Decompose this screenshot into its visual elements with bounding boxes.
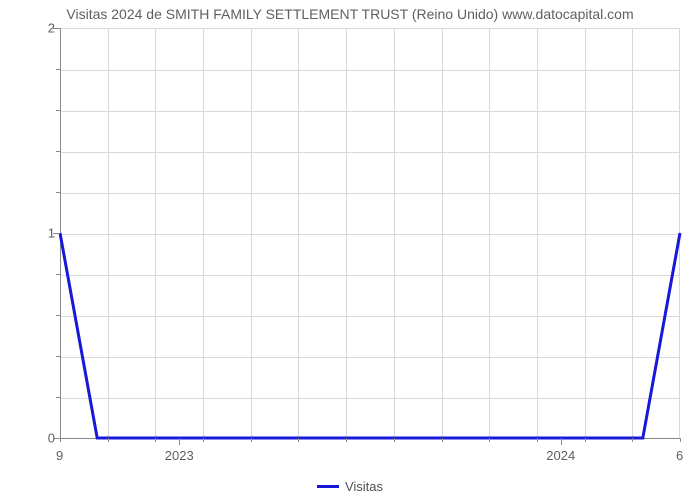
x-minor-tick [108, 438, 109, 442]
x-corner-right-label: 6 [676, 448, 683, 463]
x-minor-tick [537, 438, 538, 442]
x-major-tick [179, 438, 180, 445]
y-tick-label: 1 [35, 226, 55, 241]
x-minor-tick [585, 438, 586, 442]
x-minor-tick [394, 438, 395, 442]
y-major-tick [53, 438, 60, 439]
legend-label: Visitas [345, 479, 383, 494]
y-minor-tick [56, 397, 60, 398]
data-series-line [60, 28, 680, 438]
y-major-tick [53, 233, 60, 234]
y-minor-tick [56, 69, 60, 70]
y-minor-tick [56, 110, 60, 111]
y-minor-tick [56, 192, 60, 193]
x-minor-tick [346, 438, 347, 442]
x-minor-tick [251, 438, 252, 442]
x-corner-left-label: 9 [56, 448, 63, 463]
x-major-tick [561, 438, 562, 445]
x-minor-tick [442, 438, 443, 442]
chart-title: Visitas 2024 de SMITH FAMILY SETTLEMENT … [0, 6, 700, 22]
series-polyline [60, 233, 680, 438]
legend: Visitas [0, 479, 700, 494]
x-minor-tick [632, 438, 633, 442]
y-tick-label: 0 [35, 431, 55, 446]
x-tick-label: 2024 [546, 448, 575, 463]
x-minor-tick [298, 438, 299, 442]
x-minor-tick [203, 438, 204, 442]
x-tick-label: 2023 [165, 448, 194, 463]
x-minor-tick [155, 438, 156, 442]
x-minor-tick [489, 438, 490, 442]
y-tick-label: 2 [35, 21, 55, 36]
y-minor-tick [56, 315, 60, 316]
y-minor-tick [56, 274, 60, 275]
x-minor-tick [60, 438, 61, 442]
y-minor-tick [56, 151, 60, 152]
y-minor-tick [56, 356, 60, 357]
legend-swatch [317, 485, 339, 488]
y-major-tick [53, 28, 60, 29]
x-minor-tick [680, 438, 681, 442]
chart-container: Visitas 2024 de SMITH FAMILY SETTLEMENT … [0, 0, 700, 500]
